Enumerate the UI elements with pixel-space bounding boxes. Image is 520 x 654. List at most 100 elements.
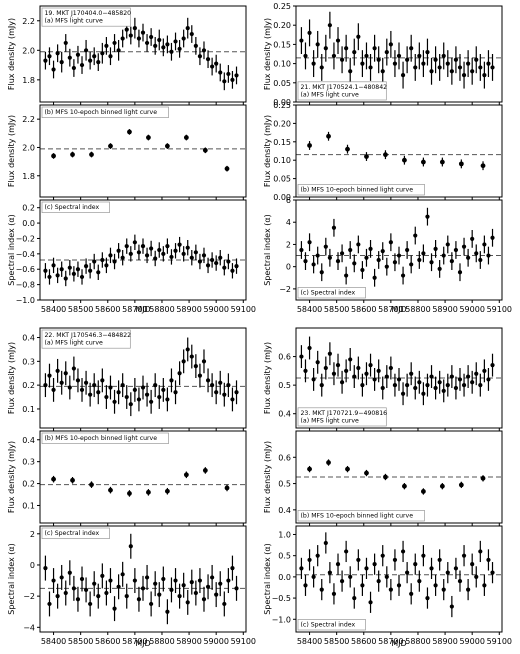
y-axis-label: Flux density (mJy) [263, 115, 272, 187]
data-point [384, 374, 389, 379]
data-point [315, 360, 320, 365]
data-point [226, 578, 231, 583]
data-point [335, 38, 341, 43]
data-point [59, 60, 64, 65]
data-point [360, 61, 365, 66]
x-tick-label: 58800 [405, 305, 430, 314]
data-point [449, 604, 454, 609]
y-axis-label: Flux density (mJy) [7, 342, 16, 414]
y-tick-label: 0 [286, 263, 291, 272]
data-point [128, 402, 133, 407]
data-point [380, 249, 385, 254]
data-point [360, 383, 365, 388]
y-tick-label: 0.05 [273, 175, 291, 184]
data-point [429, 260, 434, 265]
data-point [380, 385, 385, 391]
x-tick-label: 58800 [149, 305, 174, 314]
data-point [51, 387, 56, 393]
panel-label-box [41, 201, 110, 213]
data-point [327, 351, 332, 356]
data-point [173, 390, 178, 395]
data-point [449, 259, 454, 264]
data-point [352, 49, 357, 55]
data-point [112, 259, 117, 264]
data-point [181, 583, 186, 588]
y-tick-label: 0 [30, 561, 35, 570]
data-point [315, 553, 320, 558]
data-point [189, 354, 194, 359]
data-point [185, 347, 190, 352]
axes-frame [295, 430, 503, 524]
data-point [315, 42, 320, 47]
data-point [470, 380, 475, 385]
y-tick-label: 0.00 [273, 193, 291, 202]
data-point [132, 387, 137, 393]
panel-label-box [297, 510, 425, 522]
data-point [490, 235, 495, 240]
data-point [214, 390, 219, 395]
data-point [43, 383, 48, 388]
x-tick-label: 59000 [459, 637, 484, 646]
data-point [201, 253, 207, 258]
data-point [482, 368, 487, 373]
x-tick-label: 58800 [405, 637, 430, 646]
data-point [364, 154, 369, 159]
data-point [437, 65, 442, 70]
x-tick-label: 58400 [41, 637, 66, 646]
data-point [149, 34, 154, 40]
data-point [202, 147, 208, 153]
data-point [100, 51, 105, 56]
data-point [222, 392, 227, 397]
data-point [413, 385, 418, 391]
data-point [433, 385, 438, 391]
data-point [299, 354, 304, 359]
data-point [140, 586, 146, 591]
data-point [112, 399, 117, 404]
data-point [303, 53, 308, 59]
data-point [116, 48, 121, 53]
y-tick-label: −0.6 [16, 265, 35, 274]
panel-label-box [297, 619, 366, 631]
panel-label: (a) MFS light curve [45, 18, 103, 25]
data-point [181, 251, 186, 256]
data-point [67, 385, 72, 390]
data-point [79, 274, 85, 280]
data-point [165, 609, 170, 614]
x-tick-label: 59000 [203, 305, 228, 314]
data-point [339, 380, 345, 385]
data-point [124, 394, 129, 400]
data-point [364, 566, 369, 571]
data-point [402, 157, 407, 163]
panel-label-box [297, 184, 425, 196]
data-point [144, 40, 150, 46]
x-tick-label: 58500 [324, 305, 349, 314]
data-point [79, 62, 85, 68]
data-point [185, 26, 190, 31]
data-point [376, 368, 381, 373]
data-point [396, 377, 402, 382]
y-axis-label: Spectral index (α) [7, 214, 16, 286]
data-point [55, 368, 60, 373]
data-point [331, 225, 337, 230]
data-point [372, 377, 377, 382]
data-point [222, 79, 227, 84]
data-point [368, 246, 373, 251]
data-point [63, 40, 68, 46]
y-tick-label: 0.5 [278, 552, 291, 561]
data-point [470, 236, 475, 241]
data-point [453, 385, 459, 391]
data-point [153, 43, 158, 48]
data-point [197, 373, 203, 378]
x-tick-label: 59100 [487, 637, 512, 646]
data-point [339, 579, 345, 584]
data-point [461, 553, 467, 558]
axes-frame [295, 525, 503, 633]
data-point [116, 584, 121, 589]
data-point [43, 58, 48, 63]
data-point [173, 578, 178, 583]
data-point [299, 247, 304, 253]
data-point [47, 54, 52, 59]
x-tick-label: 58600 [351, 305, 376, 314]
data-point [89, 152, 94, 157]
data-point [124, 244, 129, 249]
